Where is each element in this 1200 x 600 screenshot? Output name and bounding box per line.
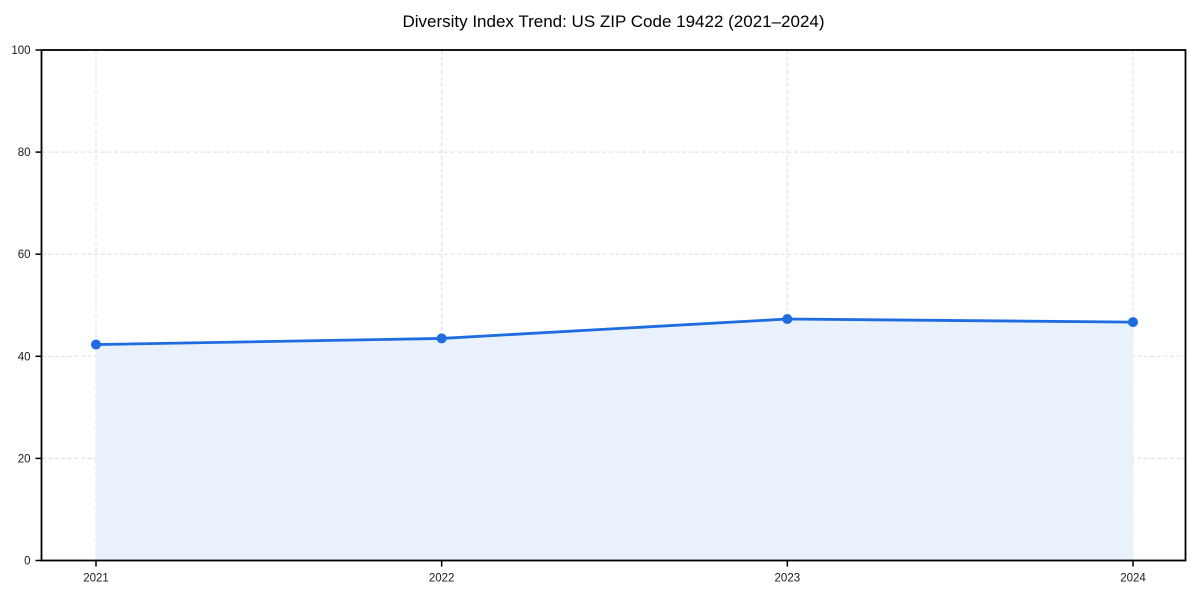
data-point-2024 [1128, 317, 1138, 328]
x-tick-label: 2023 [775, 573, 801, 585]
y-tick-label: 60 [18, 249, 31, 261]
x-tick-label: 2022 [429, 573, 455, 585]
area-fill [96, 319, 1133, 561]
axes-border [40, 49, 1187, 562]
chart-title: Diversity Index Trend: US ZIP Code 19422… [402, 12, 825, 31]
data-point-2023 [782, 314, 793, 325]
y-tick-label: 20 [18, 453, 31, 465]
y-tick-label: 40 [18, 351, 31, 363]
y-tick-label: 100 [11, 45, 30, 57]
y-tick-label: 80 [18, 147, 31, 159]
y-tick-label: 0 [24, 556, 30, 568]
data-point-2022 [436, 333, 447, 344]
trend-line [94, 317, 1135, 346]
x-tick-label: 2021 [83, 573, 109, 585]
x-tick-label: 2024 [1120, 573, 1146, 585]
data-point-2021 [91, 339, 101, 350]
